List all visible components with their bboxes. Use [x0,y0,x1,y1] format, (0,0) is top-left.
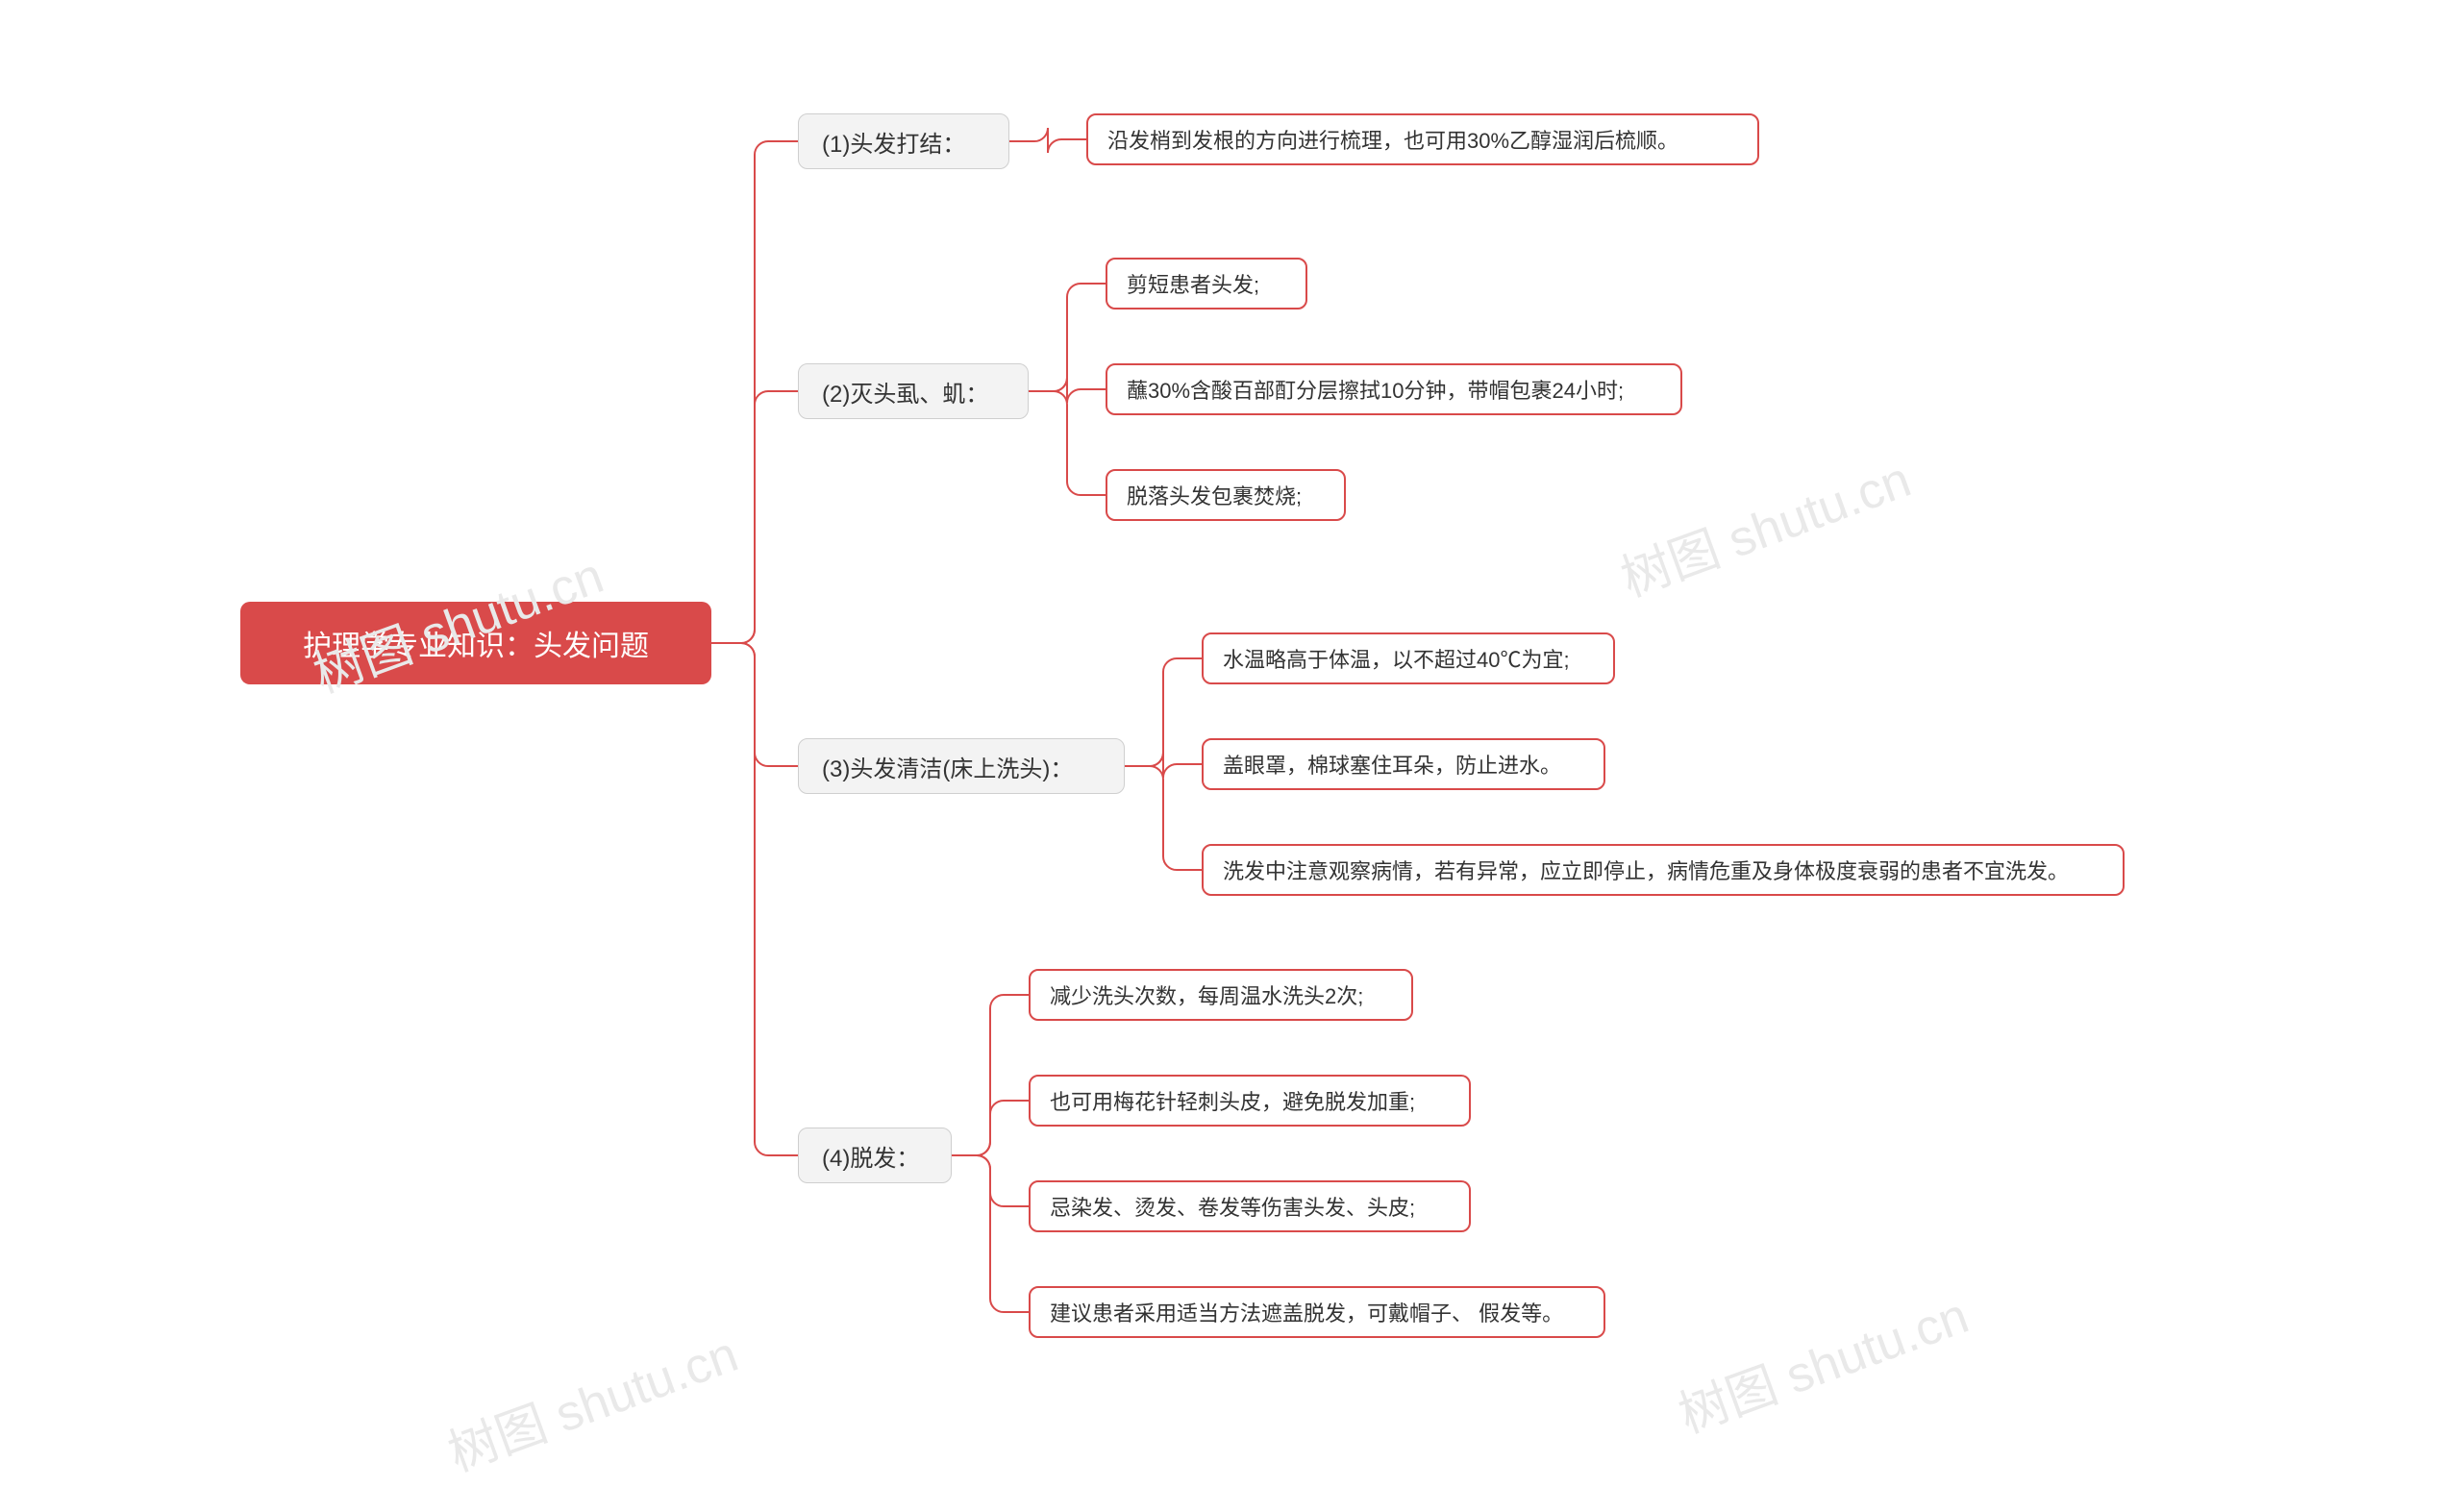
b2: (2)灭头虱、虮： [798,363,1029,419]
b4l2-label: 也可用梅花针轻刺头皮，避免脱发加重; [1050,1085,1415,1116]
b3-label: (3)头发清洁(床上洗头)： [822,750,1073,783]
b2l2-label: 蘸30%含酸百部酊分层擦拭10分钟，带帽包裹24小时; [1127,374,1624,405]
b4l3: 忌染发、烫发、卷发等伤害头发、头皮; [1029,1180,1471,1232]
b4: (4)脱发： [798,1128,952,1183]
b4l1: 减少洗头次数，每周温水洗头2次; [1029,969,1413,1021]
b1l1-label: 沿发梢到发根的方向进行梳理，也可用30%乙醇湿润后梳顺。 [1107,124,1678,155]
b2l1-label: 剪短患者头发; [1127,268,1259,299]
b4l1-label: 减少洗头次数，每周温水洗头2次; [1050,979,1363,1010]
b4l4-label: 建议患者采用适当方法遮盖脱发，可戴帽子、 假发等。 [1050,1297,1563,1327]
b2-label: (2)灭头虱、虮： [822,375,988,409]
b3l1-label: 水温略高于体温，以不超过40℃为宜; [1223,643,1570,674]
b2l3: 脱落头发包裹焚烧; [1106,469,1346,521]
root: 护理学专业知识：头发问题 [240,602,711,684]
b4l2: 也可用梅花针轻刺头皮，避免脱发加重; [1029,1075,1471,1127]
b3l3-label: 洗发中注意观察病情，若有异常，应立即停止，病情危重及身体极度衰弱的患者不宜洗发。 [1223,855,2069,885]
b4l4: 建议患者采用适当方法遮盖脱发，可戴帽子、 假发等。 [1029,1286,1605,1338]
b3l3: 洗发中注意观察病情，若有异常，应立即停止，病情危重及身体极度衰弱的患者不宜洗发。 [1202,844,2125,896]
b3: (3)头发清洁(床上洗头)： [798,738,1125,794]
b4l3-label: 忌染发、烫发、卷发等伤害头发、头皮; [1050,1191,1415,1222]
b2l2: 蘸30%含酸百部酊分层擦拭10分钟，带帽包裹24小时; [1106,363,1682,415]
b1-label: (1)头发打结： [822,125,965,159]
b3l2-label: 盖眼罩，棉球塞住耳朵，防止进水。 [1223,749,1561,780]
b1: (1)头发打结： [798,113,1009,169]
b2l1: 剪短患者头发; [1106,258,1307,310]
b3l2: 盖眼罩，棉球塞住耳朵，防止进水。 [1202,738,1605,790]
root-label: 护理学专业知识：头发问题 [303,622,649,664]
b4-label: (4)脱发： [822,1139,919,1173]
b1l1: 沿发梢到发根的方向进行梳理，也可用30%乙醇湿润后梳顺。 [1086,113,1759,165]
b2l3-label: 脱落头发包裹焚烧; [1127,480,1302,510]
b3l1: 水温略高于体温，以不超过40℃为宜; [1202,632,1615,684]
